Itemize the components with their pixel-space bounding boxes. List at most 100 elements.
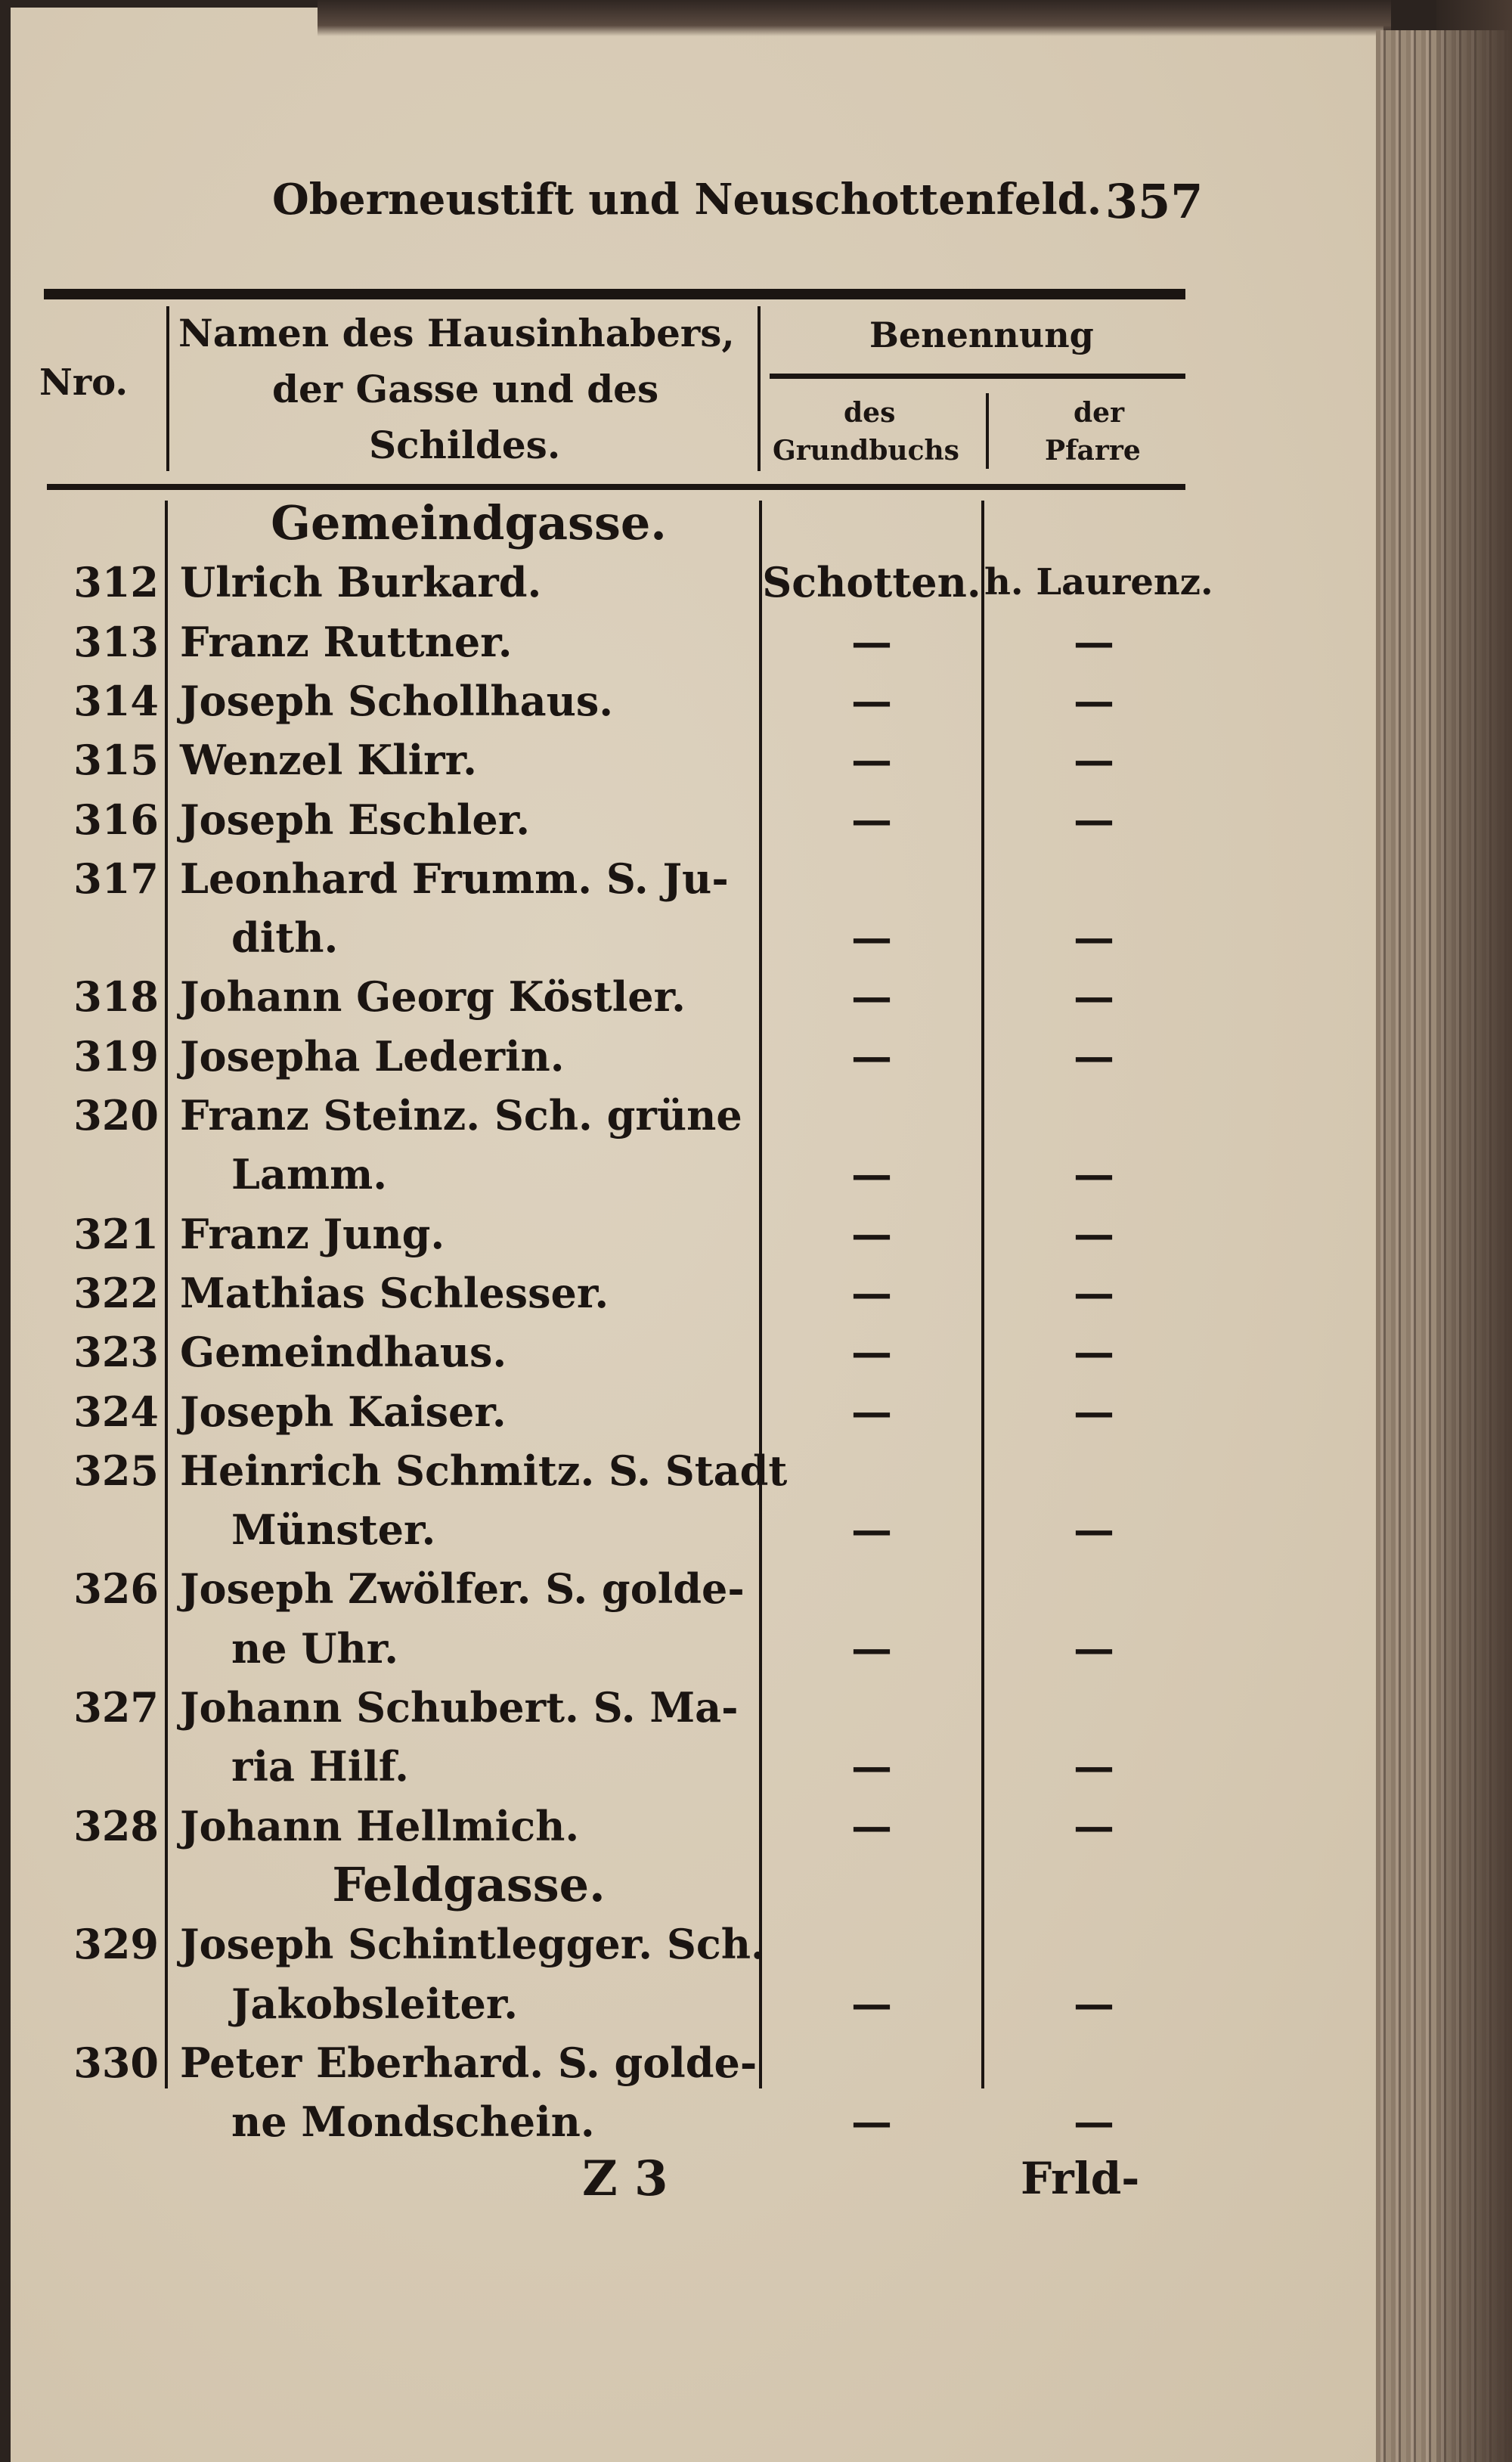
book-spine-shadow	[1436, 0, 1512, 2462]
house-number: 325	[73, 1446, 159, 1495]
owner-name-continuation: ne Uhr.	[231, 1623, 399, 1673]
header-divider	[986, 393, 989, 469]
owner-name: Peter Eberhard. S. golde-	[180, 2038, 758, 2087]
grundbuch-value: —	[851, 1209, 892, 1258]
owner-name: Gemeindhaus.	[180, 1328, 507, 1377]
column-divider-pfarre	[981, 501, 984, 2088]
pfarre-value: —	[1074, 1268, 1114, 1317]
grundbuch-value: —	[851, 1268, 892, 1317]
house-number: 320	[73, 1091, 159, 1140]
street-heading: Feldgasse.	[332, 1856, 606, 1912]
owner-name: Joseph Eschler.	[180, 795, 531, 844]
owner-name-continuation: dith.	[231, 913, 339, 963]
header-name-line-2: der Gasse und des	[272, 367, 659, 411]
pfarre-value: —	[1074, 1979, 1114, 2028]
header-nro: Nro.	[39, 361, 129, 404]
owner-name: Wenzel Klirr.	[180, 736, 477, 785]
grundbuch-value: —	[851, 1742, 892, 1791]
owner-name-continuation: Münster.	[231, 1505, 436, 1555]
grundbuch-value: —	[851, 1801, 892, 1850]
pfarre-value: —	[1074, 1623, 1114, 1673]
pfarre-value: —	[1074, 736, 1114, 785]
grundbuch-value: —	[851, 972, 892, 1022]
house-number: 326	[73, 1564, 159, 1614]
grundbuch-value: —	[851, 1979, 892, 2028]
grundbuch-value: —	[851, 736, 892, 785]
pfarre-value: —	[1074, 1742, 1114, 1791]
house-number: 328	[73, 1801, 159, 1850]
owner-name: Franz Ruttner.	[180, 617, 513, 666]
house-number: 321	[73, 1209, 159, 1258]
owner-name: Josepha Lederin.	[180, 1031, 565, 1081]
house-number: 322	[73, 1268, 159, 1317]
pfarre-value: —	[1074, 972, 1114, 1022]
house-number: 319	[73, 1031, 159, 1081]
book-page	[11, 8, 1383, 2462]
header-divider	[166, 306, 169, 471]
pfarre-value: —	[1074, 1209, 1114, 1258]
running-head-title: Oberneustift und Neuschottenfeld.	[272, 175, 1102, 225]
owner-name-continuation: Jakobsleiter.	[231, 1979, 519, 2028]
owner-name: Franz Jung.	[180, 1209, 445, 1258]
grundbuch-value: —	[851, 617, 892, 666]
table-top-rule	[44, 289, 1185, 299]
grundbuch-value: —	[851, 676, 892, 725]
page-number: 357	[1105, 174, 1204, 229]
pfarre-value: —	[1074, 676, 1114, 725]
house-number: 313	[73, 617, 159, 666]
house-number: 315	[73, 736, 159, 785]
owner-name: Johann Hellmich.	[180, 1801, 580, 1850]
owner-name: Mathias Schlesser.	[180, 1268, 609, 1317]
house-number: 329	[73, 1920, 159, 1969]
column-divider-number	[165, 501, 168, 2088]
grundbuch-value: —	[851, 913, 892, 963]
header-sub-rule	[770, 374, 1185, 379]
pfarre-value: —	[1074, 1387, 1114, 1436]
grundbuch-value: —	[851, 1623, 892, 1673]
grundbuch-value: —	[851, 1387, 892, 1436]
grundbuch-value: —	[851, 1328, 892, 1377]
grundbuch-value: Schotten.	[762, 558, 981, 607]
pfarre-value: —	[1074, 2098, 1114, 2147]
header-name-line-3: Schildes.	[369, 423, 561, 467]
catchword: Frld-	[1021, 2153, 1140, 2204]
header-pfarre-line-2: Pfarre	[1045, 435, 1141, 467]
header-bottom-rule	[47, 484, 1185, 490]
grundbuch-value: —	[851, 1150, 892, 1199]
grundbuch-value: —	[851, 1031, 892, 1081]
pfarre-value: —	[1074, 1505, 1114, 1555]
owner-name: Ulrich Burkard.	[180, 558, 542, 607]
pfarre-value: —	[1074, 913, 1114, 963]
house-number: 312	[73, 558, 159, 607]
owner-name: Joseph Kaiser.	[180, 1387, 507, 1436]
grundbuch-value: —	[851, 1505, 892, 1555]
header-name-line-1: Namen des Hausinhabers,	[178, 311, 735, 355]
pfarre-value: —	[1074, 1801, 1114, 1850]
house-number: 324	[73, 1387, 159, 1436]
owner-name-continuation: ne Mondschein.	[231, 2098, 595, 2147]
house-number: 327	[73, 1683, 159, 1732]
pfarre-value: h. Laurenz.	[984, 561, 1213, 604]
owner-name: Joseph Schintlegger. Sch.	[180, 1920, 765, 1969]
grundbuch-value: —	[851, 2098, 892, 2147]
header-divider	[758, 306, 761, 471]
owner-name: Joseph Schollhaus.	[180, 676, 614, 725]
pfarre-value: —	[1074, 617, 1114, 666]
pfarre-value: —	[1074, 1328, 1114, 1377]
column-divider-grundbuch	[759, 501, 762, 2088]
owner-name: Johann Schubert. S. Ma-	[180, 1683, 739, 1732]
header-grundbuch-line-2: Grundbuchs	[773, 435, 959, 467]
pfarre-value: —	[1074, 795, 1114, 844]
owner-name: Leonhard Frumm. S. Ju-	[180, 854, 729, 903]
grundbuch-value: —	[851, 795, 892, 844]
pfarre-value: —	[1074, 1031, 1114, 1081]
owner-name-continuation: Lamm.	[231, 1150, 388, 1199]
owner-name: Joseph Zwölfer. S. golde-	[180, 1564, 745, 1614]
house-number: 318	[73, 972, 159, 1022]
owner-name: Heinrich Schmitz. S. Stadt	[180, 1446, 788, 1495]
house-number: 314	[73, 676, 159, 725]
header-benennung: Benennung	[869, 315, 1094, 355]
signature-mark: Z 3	[582, 2150, 668, 2207]
street-heading: Gemeindgasse.	[271, 495, 667, 550]
owner-name: Franz Steinz. Sch. grüne	[180, 1091, 742, 1140]
